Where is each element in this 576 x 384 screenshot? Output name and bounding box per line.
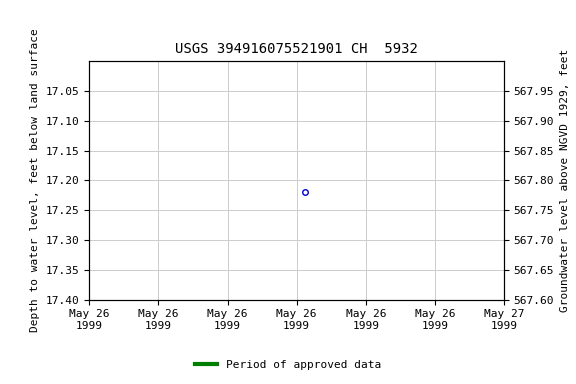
Y-axis label: Depth to water level, feet below land surface: Depth to water level, feet below land su… <box>31 28 40 333</box>
Y-axis label: Groundwater level above NGVD 1929, feet: Groundwater level above NGVD 1929, feet <box>560 49 570 312</box>
Title: USGS 394916075521901 CH  5932: USGS 394916075521901 CH 5932 <box>175 42 418 56</box>
Legend: Period of approved data: Period of approved data <box>191 356 385 375</box>
